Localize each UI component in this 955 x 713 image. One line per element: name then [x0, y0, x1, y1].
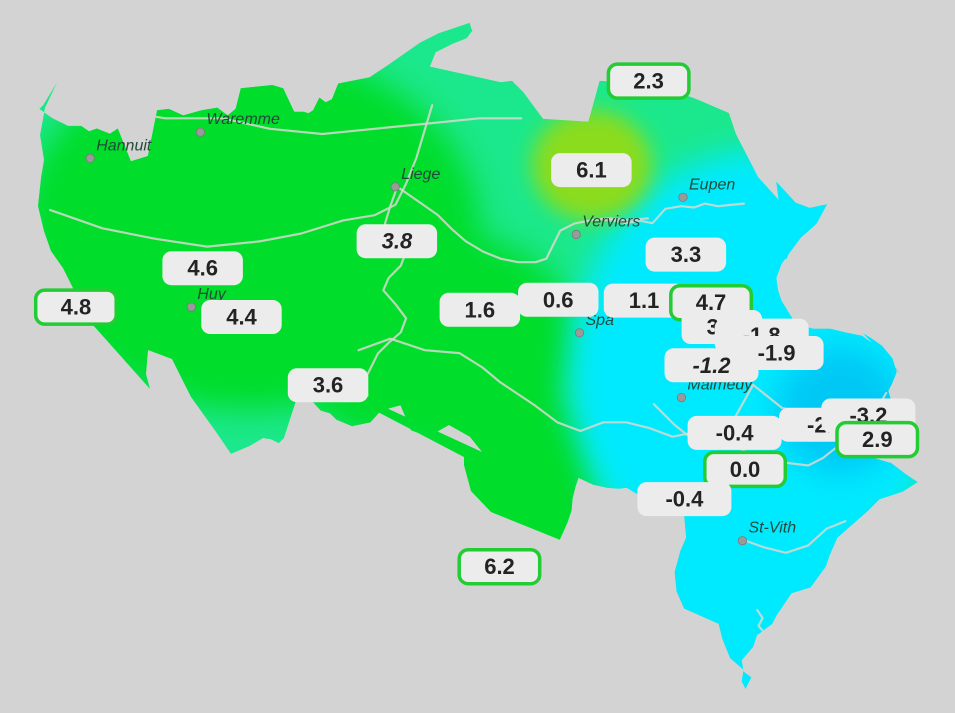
svg-text:0.6: 0.6	[543, 287, 574, 312]
svg-text:4.8: 4.8	[61, 295, 92, 320]
svg-text:-0.4: -0.4	[716, 420, 755, 445]
svg-text:Eupen: Eupen	[689, 176, 735, 193]
svg-text:Hannuit: Hannuit	[96, 137, 152, 154]
svg-text:6.2: 6.2	[484, 554, 515, 579]
svg-text:2.9: 2.9	[862, 427, 893, 452]
svg-text:2.3: 2.3	[633, 69, 664, 94]
svg-text:1.6: 1.6	[465, 297, 496, 322]
svg-text:Liege: Liege	[401, 166, 440, 183]
svg-text:3.6: 3.6	[313, 373, 344, 398]
svg-text:1.1: 1.1	[629, 288, 660, 313]
svg-text:3.3: 3.3	[671, 242, 702, 267]
svg-text:4.6: 4.6	[187, 256, 218, 281]
svg-text:6.1: 6.1	[576, 158, 607, 183]
svg-text:St-Vith: St-Vith	[748, 520, 796, 537]
svg-text:4.4: 4.4	[226, 305, 257, 330]
svg-text:0.0: 0.0	[730, 457, 761, 482]
svg-text:3.8: 3.8	[382, 229, 413, 254]
svg-text:-1.9: -1.9	[758, 341, 796, 366]
svg-text:Verviers: Verviers	[582, 214, 640, 231]
svg-text:Waremme: Waremme	[206, 111, 280, 128]
svg-text:-0.4: -0.4	[665, 487, 704, 512]
svg-text:-1.2: -1.2	[693, 353, 732, 378]
